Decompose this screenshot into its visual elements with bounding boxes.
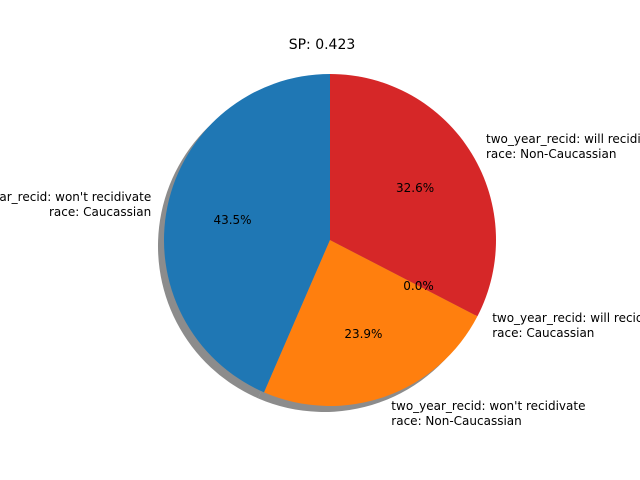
pie-slice-1	[163, 74, 330, 393]
slice-percent-label: 43.5%	[213, 213, 251, 227]
slice-percent-label: 0.0%	[403, 279, 434, 293]
slice-category-label: two_year_recid: won't recidivate race: No…	[391, 399, 585, 428]
slice-percent-label: 32.6%	[396, 181, 434, 195]
pie-slice-4	[330, 74, 496, 317]
pie-slice-2	[264, 240, 478, 407]
slice-percent-label: 23.9%	[344, 327, 382, 341]
chart-title: SP: 0.423	[289, 37, 356, 53]
